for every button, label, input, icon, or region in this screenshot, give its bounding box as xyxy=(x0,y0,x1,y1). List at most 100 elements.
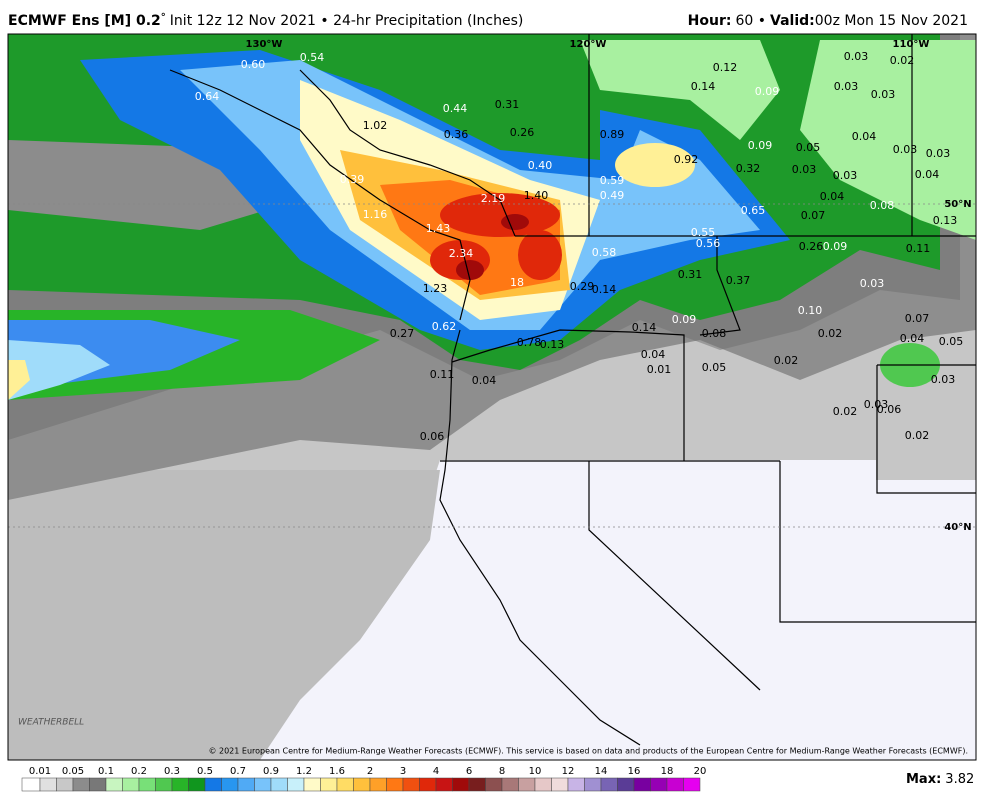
colorbar-swatch xyxy=(600,777,618,792)
map-value-label: 0.32 xyxy=(736,162,761,175)
map-value-label: 0.11 xyxy=(430,368,455,381)
colorbar-swatch xyxy=(402,777,420,792)
map-value-label: 0.65 xyxy=(741,204,766,217)
colorbar-swatch xyxy=(369,777,387,792)
map-value-label: 0.03 xyxy=(893,143,918,156)
colorbar-label: 10 xyxy=(529,766,542,777)
map-value-label: 0.03 xyxy=(871,88,896,101)
colorbar-swatch xyxy=(56,777,74,792)
colorbar-swatch xyxy=(254,777,272,792)
map-value-label: 0.03 xyxy=(844,50,869,63)
grid-label: 110°W xyxy=(893,39,930,50)
map-value-label: 0.09 xyxy=(755,85,780,98)
init: Init 12z 12 Nov 2021 • 24-hr Precipitati… xyxy=(170,13,524,29)
map-value-label: 0.29 xyxy=(570,280,595,293)
colorbar-swatch xyxy=(567,777,585,792)
map-value-label: 1.43 xyxy=(426,222,451,235)
degree: ° xyxy=(161,12,166,23)
copyright: © 2021 European Centre for Medium-Range … xyxy=(208,747,968,756)
colorbar-swatch xyxy=(386,777,404,792)
map-value-label: 0.14 xyxy=(632,321,657,334)
map-value-label: 0.31 xyxy=(678,268,703,281)
model: ECMWF Ens [M] 0.2 xyxy=(8,13,161,29)
colorbar-swatch xyxy=(666,777,684,792)
map-value-label: 0.02 xyxy=(818,327,843,340)
map-value-label: 0.62 xyxy=(432,320,457,333)
colorbar-label: 8 xyxy=(499,766,505,777)
colorbar-swatch xyxy=(534,777,552,792)
colorbar-label: 0.2 xyxy=(131,766,147,777)
map-value-label: 2.19 xyxy=(481,192,506,205)
map-value-label: 0.02 xyxy=(833,405,858,418)
map-value-label: 0.54 xyxy=(300,51,325,64)
map-value-label: 0.05 xyxy=(796,141,821,154)
map-value-label: 0.04 xyxy=(641,348,666,361)
colorbar-label: 0.3 xyxy=(164,766,180,777)
map: 130°W 120°W 110°W 50°N 40°N 0.60 0.54 0.64 1.02 0… xyxy=(8,34,976,760)
colorbar-swatch xyxy=(39,777,57,792)
map-value-label: 1.23 xyxy=(423,282,448,295)
map-value-label: 0.56 xyxy=(696,237,721,250)
map-value-label: 1.16 xyxy=(363,208,388,221)
colorbar-swatch xyxy=(435,777,453,792)
map-value-label: 0.09 xyxy=(672,313,697,326)
map-value-label: 0.92 xyxy=(674,153,699,166)
colorbar-swatch xyxy=(485,777,503,792)
map-value-label: 0.07 xyxy=(801,209,826,222)
colorbar-swatch xyxy=(336,777,354,792)
map-value-label: 0.13 xyxy=(540,338,565,351)
colorbar-swatch xyxy=(122,777,140,792)
map-value-label: 0.02 xyxy=(905,429,930,442)
logo: WEATHERBELL xyxy=(18,718,84,728)
colorbar-label: 2 xyxy=(367,766,373,777)
map-value-label: 0.31 xyxy=(495,98,520,111)
map-value-label: 0.10 xyxy=(798,304,823,317)
colorbar-label: 1.2 xyxy=(296,766,312,777)
map-value-label: 0.04 xyxy=(915,168,940,181)
colorbar-label: 18 xyxy=(661,766,674,777)
map-value-label: 0.11 xyxy=(906,242,931,255)
map-value-label: 0.26 xyxy=(799,240,824,253)
map-value-label: 0.09 xyxy=(748,139,773,152)
colorbar-swatch xyxy=(21,777,41,792)
colorbar-swatch xyxy=(320,777,338,792)
map-frame xyxy=(7,33,977,761)
max-value: 3.82 xyxy=(945,772,974,787)
colorbar-label: 0.01 xyxy=(29,766,51,777)
map-value-label: 0.02 xyxy=(890,54,915,67)
header-right: Hour: 60 • Valid:00z Mon 15 Nov 2021 xyxy=(688,13,968,29)
colorbar-swatch xyxy=(221,777,239,792)
map-value-label: 0.01 xyxy=(647,363,672,376)
map-value-label: 0.26 xyxy=(510,126,535,139)
map-value-label: 1.40 xyxy=(524,189,549,202)
map-value-label: 0.06 xyxy=(420,430,445,443)
colorbar-swatch xyxy=(584,777,602,792)
map-value-label: 0.06 xyxy=(877,403,902,416)
map-value-label: 18 xyxy=(510,276,524,289)
map-value-label: 0.58 xyxy=(592,246,617,259)
colorbar-label: 0.05 xyxy=(62,766,84,777)
colorbar-label: 0.1 xyxy=(98,766,114,777)
colorbar-label: 14 xyxy=(595,766,608,777)
valid: 00z Mon 15 Nov 2021 xyxy=(815,13,968,29)
colorbar-swatch xyxy=(138,777,156,792)
map-value-label: 0.37 xyxy=(726,274,751,287)
colorbar-swatch xyxy=(171,777,189,792)
colorbar-swatch xyxy=(155,777,173,792)
colorbar-label: 0.5 xyxy=(197,766,213,777)
map-value-label: 0.60 xyxy=(241,58,266,71)
colorbar-swatch xyxy=(89,777,107,792)
map-value-label: 0.04 xyxy=(820,190,845,203)
map-value-label: 0.03 xyxy=(864,398,889,411)
map-value-label: 0.49 xyxy=(600,189,625,202)
colorbar-label: 16 xyxy=(628,766,641,777)
colorbar-swatch xyxy=(617,777,635,792)
map-value-label: 0.40 xyxy=(528,159,553,172)
colorbar-swatch xyxy=(650,777,668,792)
header-left: ECMWF Ens [M] 0.2° Init 12z 12 Nov 2021 •… xyxy=(8,12,523,29)
map-value-label: 0.05 xyxy=(939,335,964,348)
map-value-label: 0.44 xyxy=(443,102,468,115)
colorbar-swatch xyxy=(551,777,569,792)
